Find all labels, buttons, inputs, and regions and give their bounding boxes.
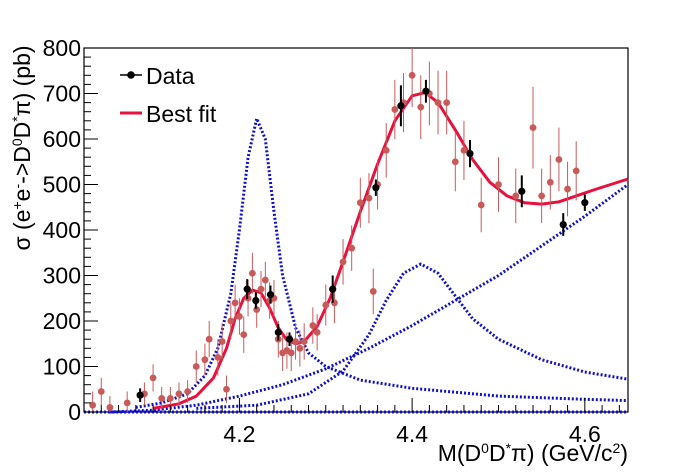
y-tick-label: 300 [43,263,81,289]
scan-point [240,331,248,339]
fit-component-curve [196,262,629,410]
data-point [422,87,430,95]
axes: 0 100 200 300 400 500 600 700 800 4.2 4.4 4.6 [43,35,620,447]
scan-point [149,374,157,382]
scan-point [572,167,580,175]
data-point [274,328,282,336]
scan-point [417,103,425,111]
data-point [581,199,589,207]
data-point [518,187,526,195]
scan-point [538,192,546,200]
y-tick-label: 400 [43,217,81,243]
scan-point [555,156,563,163]
scan-point [339,258,347,266]
legend-entry-best-fit: Best fit [120,101,217,127]
scan-point [451,158,459,166]
scan-point [309,322,317,329]
scan-point [322,301,330,309]
data-point [285,335,294,343]
data-point [252,296,260,305]
scan-point [175,390,183,398]
legend-data-marker [127,71,135,79]
scan-point [236,313,243,320]
data-point [329,285,337,293]
scan-point [356,199,364,207]
y-tick-label: 700 [43,81,81,107]
data-point [243,285,251,293]
scan-point [460,146,468,154]
y-tick-label: 600 [43,126,81,152]
x-tick-label: 4.4 [396,421,428,447]
scan-point [382,146,390,154]
scan-point [477,201,485,209]
y-axis-label: σ (e+e-->D0D*π) (pb) [9,45,35,250]
scan-point [158,394,166,402]
data-point [466,149,474,158]
scan-point [287,349,295,357]
scan-point [184,388,192,395]
scan-point [214,354,222,361]
scan-point [89,401,97,409]
scan-point [365,194,373,202]
x-tick-label: 4.6 [569,421,601,447]
x-axis-label: M(D0D*π) (GeV/c2) [438,440,628,466]
fit-component-curve [135,113,629,409]
data-point [136,391,144,399]
scan-point [231,299,239,307]
scan-point [257,285,265,293]
scan-point [348,244,356,252]
legend-entry-data: Data [120,63,195,89]
y-tick-label: 800 [43,35,81,61]
y-tick-label: 200 [43,308,81,334]
data-point [397,102,405,110]
data-point [372,184,380,192]
scan-point [123,399,131,407]
scan-point [205,335,213,343]
scan-point [546,178,554,186]
scan-point [97,388,105,395]
scan-point [408,71,416,79]
legend-fit-label: Best fit [146,101,217,127]
scan-point [292,338,299,345]
fit-curves [84,91,629,414]
scan-point [227,317,235,325]
scan-point [296,344,304,352]
scan-point [223,385,230,393]
data-points [136,79,589,402]
scan-point [313,328,321,336]
scan-point [495,181,502,188]
y-tick-label: 0 [68,399,81,425]
x-tick-label: 4.2 [223,421,255,447]
y-tick-label: 100 [43,354,81,380]
scan-point [369,288,377,295]
scan-point [564,185,571,193]
scan-point [166,394,174,402]
scan-point [512,192,520,200]
scan-point [434,99,442,106]
data-point [559,220,567,229]
scan-point [529,124,537,132]
scan-point [248,269,256,277]
scan-point [391,106,399,113]
scan-point [261,276,269,284]
scan-point [201,356,209,364]
legend: Data Best fit [120,63,217,127]
scan-point [192,363,200,370]
data-point [266,291,275,299]
scan-point [218,338,226,345]
scan-point [300,338,308,345]
scan-point [443,99,451,106]
best-fit-curve [152,91,629,410]
y-tick-label: 500 [43,172,81,198]
scan-point [106,404,114,411]
fit-component-curve [109,183,629,414]
legend-data-label: Data [146,63,195,89]
